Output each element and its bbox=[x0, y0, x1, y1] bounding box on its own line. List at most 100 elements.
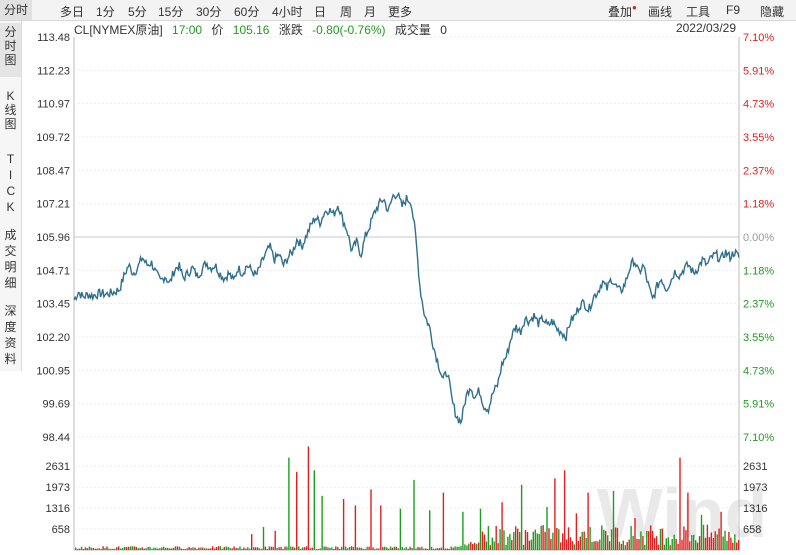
sidebar-item-kline[interactable]: K线图 bbox=[0, 89, 21, 141]
volume-bar bbox=[350, 546, 353, 550]
volume-bar bbox=[166, 547, 169, 550]
volume-bar bbox=[702, 524, 705, 550]
sidebar-item-depth-data[interactable]: 深度资料 bbox=[0, 303, 21, 371]
volume-bar bbox=[415, 548, 417, 550]
volume-bar bbox=[546, 507, 548, 550]
overlay-label: 叠加 bbox=[608, 5, 633, 19]
volume-bar bbox=[542, 525, 544, 550]
volume-bar bbox=[219, 546, 222, 550]
volume-bar bbox=[202, 547, 204, 550]
volume-bar bbox=[206, 548, 208, 550]
tab-15min[interactable]: 15分 bbox=[158, 5, 184, 19]
volume-bar bbox=[636, 539, 638, 550]
volume-bar bbox=[75, 547, 77, 550]
tab-weekly[interactable]: 周 bbox=[340, 5, 353, 19]
volume-bar bbox=[157, 548, 159, 550]
percent-tick-label: 4.73% bbox=[743, 365, 774, 377]
percent-tick-label: 4.73% bbox=[743, 99, 774, 111]
volume-bar bbox=[264, 546, 267, 550]
tab-4hour[interactable]: 4小时 bbox=[272, 5, 303, 19]
volume-bar bbox=[127, 546, 130, 550]
volume-bar bbox=[155, 547, 157, 550]
volume-bar bbox=[221, 548, 224, 550]
price-tick-label: 104.71 bbox=[36, 265, 70, 277]
volume-bar bbox=[141, 547, 143, 550]
volume-bar bbox=[176, 546, 179, 550]
volume-bar bbox=[168, 548, 171, 550]
volume-bar bbox=[372, 547, 374, 550]
tab-60min[interactable]: 60分 bbox=[234, 5, 260, 19]
overlay-button[interactable]: 叠加● bbox=[608, 3, 637, 20]
volume-bar bbox=[249, 548, 251, 550]
volume-bar bbox=[370, 489, 372, 550]
volume-bar bbox=[534, 529, 536, 550]
price-value: 105.16 bbox=[232, 23, 270, 37]
volume-bar bbox=[309, 548, 312, 550]
tab-5min[interactable]: 5分 bbox=[128, 5, 147, 19]
sidebar-item-tick[interactable]: TICK bbox=[0, 151, 21, 215]
tab-intraday[interactable]: 分时 bbox=[0, 0, 33, 20]
volume-bar bbox=[188, 546, 190, 550]
sidebar-item-trade-details[interactable]: 成交明细 bbox=[0, 227, 21, 295]
volume-bar bbox=[374, 548, 376, 550]
volume-bar bbox=[243, 547, 245, 550]
volume-bar bbox=[247, 547, 249, 550]
percent-tick-label: 1.18% bbox=[743, 265, 774, 277]
volume-bar bbox=[294, 547, 296, 550]
volume-bar bbox=[331, 547, 333, 550]
volume-bar bbox=[88, 546, 91, 550]
volume-bar bbox=[646, 531, 648, 550]
f9-button[interactable]: F9 bbox=[726, 3, 741, 17]
volume-bar bbox=[303, 547, 306, 550]
percent-tick-label: 5.91% bbox=[743, 399, 774, 411]
volume-bar bbox=[642, 536, 644, 550]
tab-multiday[interactable]: 多日 bbox=[60, 5, 85, 19]
volume-bar bbox=[573, 544, 576, 550]
volume-bar bbox=[640, 531, 642, 550]
volume-bar bbox=[80, 546, 83, 550]
volume-bar bbox=[342, 499, 345, 550]
volume-bar bbox=[229, 548, 231, 550]
tab-1min[interactable]: 1分 bbox=[96, 5, 115, 19]
volume-bar bbox=[276, 547, 278, 550]
volume-bar bbox=[391, 547, 394, 550]
volume-bar bbox=[341, 546, 343, 550]
volume-bar bbox=[301, 547, 304, 550]
price-tick-label: 98.44 bbox=[42, 432, 70, 444]
volume-bar bbox=[657, 544, 660, 550]
volume-bar bbox=[186, 548, 188, 550]
volume-bar bbox=[655, 536, 658, 550]
volume-bar bbox=[292, 546, 294, 550]
tools-button[interactable]: 工具 bbox=[686, 5, 711, 19]
volume-bar bbox=[161, 547, 163, 550]
volume-bar bbox=[679, 457, 681, 550]
volume-bar bbox=[544, 531, 546, 550]
volume-bar bbox=[425, 548, 427, 550]
volume-bar bbox=[225, 546, 227, 550]
tab-daily[interactable]: 日 bbox=[314, 5, 327, 19]
volume-bars bbox=[75, 446, 740, 551]
price-tick-label: 99.69 bbox=[42, 399, 70, 411]
tab-more[interactable]: 更多 bbox=[388, 5, 413, 19]
volume-bar bbox=[522, 544, 525, 550]
volume-bar bbox=[526, 532, 529, 550]
volume-tick-label: 2631 bbox=[743, 461, 767, 473]
volume-bar bbox=[442, 492, 445, 550]
sidebar-item-intraday[interactable]: 分时图 bbox=[0, 23, 21, 77]
volume-bar bbox=[241, 549, 243, 550]
percent-tick-label: 0.00% bbox=[743, 232, 774, 244]
volume-bar bbox=[213, 548, 216, 550]
volume-bar bbox=[352, 546, 355, 550]
volume-bar bbox=[290, 546, 292, 550]
volume-bar bbox=[393, 546, 396, 550]
volume-bar bbox=[368, 546, 370, 550]
tab-30min[interactable]: 30分 bbox=[196, 5, 222, 19]
volume-bar bbox=[321, 495, 323, 550]
volume-bar bbox=[204, 548, 206, 550]
draw-line-button[interactable]: 画线 bbox=[648, 5, 673, 19]
tab-monthly[interactable]: 月 bbox=[364, 5, 377, 19]
volume-bar bbox=[477, 542, 480, 550]
volume-bar bbox=[90, 547, 92, 550]
hide-button[interactable]: 隐藏 bbox=[760, 5, 785, 19]
